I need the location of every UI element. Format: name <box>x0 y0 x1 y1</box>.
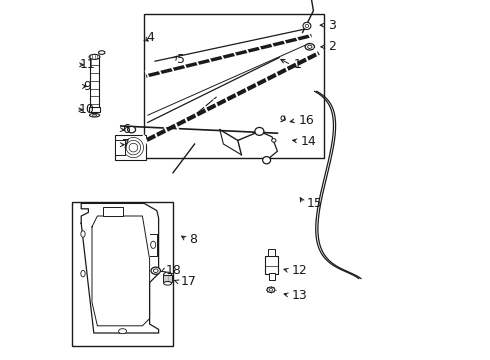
Text: 7: 7 <box>122 138 130 151</box>
Bar <box>265 256 278 274</box>
Bar <box>144 14 324 158</box>
Text: 14: 14 <box>301 135 317 148</box>
Ellipse shape <box>303 22 311 30</box>
Ellipse shape <box>308 45 312 49</box>
Ellipse shape <box>89 54 100 59</box>
Text: 11: 11 <box>80 58 96 71</box>
Bar <box>116 140 125 155</box>
Bar <box>89 107 100 112</box>
Ellipse shape <box>81 270 85 277</box>
Ellipse shape <box>151 267 160 274</box>
Bar <box>163 275 172 282</box>
Text: 4: 4 <box>146 31 154 44</box>
Text: 16: 16 <box>298 114 314 127</box>
Bar <box>269 273 274 280</box>
Text: 1: 1 <box>294 58 301 71</box>
Bar <box>72 202 173 346</box>
Ellipse shape <box>271 139 276 142</box>
Bar <box>116 135 146 160</box>
Text: 12: 12 <box>292 264 308 277</box>
Ellipse shape <box>98 51 105 54</box>
Ellipse shape <box>164 282 171 285</box>
Bar <box>268 249 275 256</box>
Text: 9: 9 <box>84 80 92 93</box>
Ellipse shape <box>255 127 264 135</box>
Text: 2: 2 <box>328 40 336 53</box>
Bar <box>103 207 122 216</box>
Ellipse shape <box>119 329 126 334</box>
Text: 6: 6 <box>122 123 130 136</box>
Ellipse shape <box>267 287 275 292</box>
Bar <box>90 58 99 108</box>
Text: 13: 13 <box>292 289 308 302</box>
Ellipse shape <box>269 289 273 291</box>
Text: 3: 3 <box>328 19 336 32</box>
Ellipse shape <box>92 114 97 116</box>
Ellipse shape <box>151 241 156 248</box>
Text: 10: 10 <box>79 103 95 116</box>
Ellipse shape <box>81 231 85 237</box>
Text: 8: 8 <box>189 233 197 246</box>
Text: 17: 17 <box>180 275 196 288</box>
Ellipse shape <box>281 116 285 120</box>
Text: 18: 18 <box>166 264 182 277</box>
Ellipse shape <box>164 272 171 277</box>
Ellipse shape <box>127 126 136 133</box>
Ellipse shape <box>263 157 270 164</box>
Text: 5: 5 <box>176 53 185 66</box>
Text: 15: 15 <box>306 197 322 210</box>
Ellipse shape <box>90 113 99 117</box>
Ellipse shape <box>305 24 309 27</box>
Ellipse shape <box>153 269 158 273</box>
Ellipse shape <box>305 44 315 50</box>
